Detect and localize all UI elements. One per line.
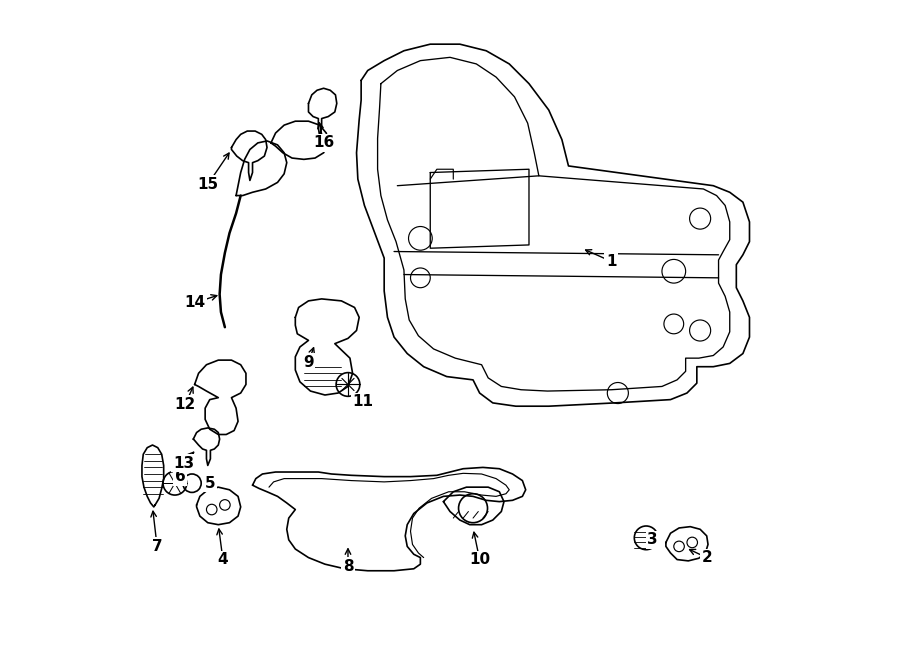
Text: 16: 16 <box>313 136 334 151</box>
Text: 2: 2 <box>701 550 712 565</box>
Text: 14: 14 <box>184 295 205 311</box>
Text: 7: 7 <box>152 539 162 554</box>
Text: 9: 9 <box>303 354 314 369</box>
Text: 8: 8 <box>343 559 354 574</box>
Text: 12: 12 <box>175 397 196 412</box>
Text: 6: 6 <box>175 469 185 484</box>
Text: 15: 15 <box>197 177 219 192</box>
Text: 13: 13 <box>173 456 194 471</box>
Text: 4: 4 <box>218 552 229 567</box>
Text: 5: 5 <box>205 476 216 490</box>
Text: 3: 3 <box>647 532 658 547</box>
Text: 10: 10 <box>469 552 491 567</box>
Text: 11: 11 <box>353 394 374 409</box>
Text: 1: 1 <box>606 254 616 269</box>
